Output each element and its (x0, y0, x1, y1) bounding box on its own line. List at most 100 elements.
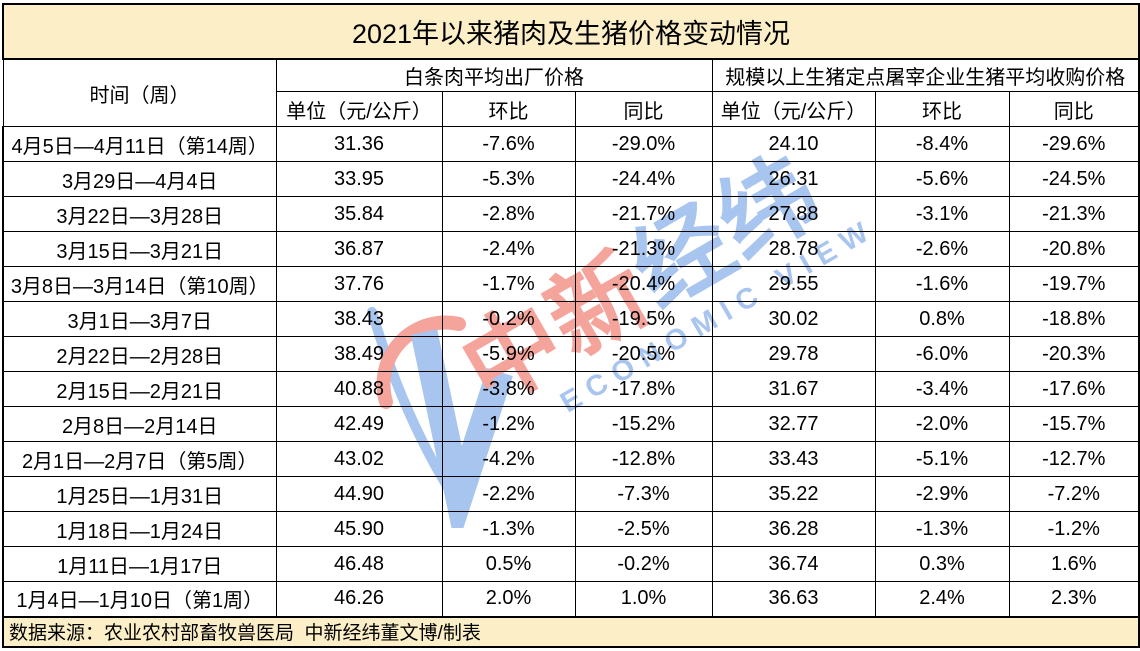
source-row: 数据来源：农业农村部畜牧兽医局 中新经纬董文博/制表 (1, 615, 1140, 648)
period-cell: 2月8日—2月14日 (2, 406, 277, 442)
value-cell: -1.3% (874, 511, 1010, 547)
value-cell: -6.0% (874, 336, 1010, 372)
value-cell: 2.4% (874, 581, 1010, 617)
value-cell: -20.3% (1008, 336, 1140, 372)
table-row: 3月8日—3月14日（第10周） 37.76 -1.7% -20.4% 29.55 -1.… (2, 266, 1140, 302)
page-title: 2021年以来猪肉及生猪价格变动情况 (1, 3, 1140, 60)
value-cell: -17.6% (1008, 371, 1140, 407)
value-cell: -12.8% (574, 441, 713, 477)
value-cell: -7.2% (1008, 476, 1140, 512)
value-cell: -24.5% (1008, 161, 1140, 197)
table-row: 3月1日—3月7日 38.43 -0.2% -19.5% 30.02 0.8% -18.8% (2, 301, 1140, 337)
period-cell: 1月18日—1月24日 (2, 511, 277, 547)
value-cell: -20.5% (574, 336, 713, 372)
value-cell: 26.31 (711, 161, 876, 197)
value-cell: -1.3% (441, 511, 576, 547)
value-cell: -19.7% (1008, 266, 1140, 302)
value-cell: -2.4% (441, 231, 576, 267)
value-cell: 36.63 (711, 581, 876, 617)
value-cell: 31.67 (711, 371, 876, 407)
value-cell: -1.2% (441, 406, 576, 442)
value-cell: 28.78 (711, 231, 876, 267)
value-cell: -5.9% (441, 336, 576, 372)
value-cell: -19.5% (574, 301, 713, 337)
value-cell: 40.88 (275, 371, 443, 407)
period-cell: 3月15日—3月21日 (2, 231, 277, 267)
value-cell: -1.2% (1008, 511, 1140, 547)
value-cell: -8.4% (874, 126, 1010, 162)
table-row: 3月22日—3月28日 35.84 -2.8% -21.7% 27.88 -3.1% -21… (2, 196, 1140, 232)
value-cell: 32.77 (711, 406, 876, 442)
value-cell: 29.78 (711, 336, 876, 372)
value-cell: 35.84 (275, 196, 443, 232)
period-cell: 3月22日—3月28日 (2, 196, 277, 232)
value-cell: -24.4% (574, 161, 713, 197)
period-cell: 1月25日—1月31日 (2, 476, 277, 512)
value-cell: 1.0% (574, 581, 713, 617)
value-cell: 0.5% (441, 546, 576, 582)
value-cell: -12.7% (1008, 441, 1140, 477)
value-cell: 43.02 (275, 441, 443, 477)
value-cell: -3.1% (874, 196, 1010, 232)
table-row: 2月8日—2月14日 42.49 -1.2% -15.2% 32.77 -2.0% -15.… (2, 406, 1140, 442)
header-unit-1: 单位（元/公斤） (275, 91, 443, 127)
value-cell: 1.6% (1008, 546, 1140, 582)
value-cell: 38.49 (275, 336, 443, 372)
value-cell: -2.0% (874, 406, 1010, 442)
value-cell: 27.88 (711, 196, 876, 232)
value-cell: 0.3% (874, 546, 1010, 582)
group-header-row: 时间（周） 白条肉平均出厂价格 规模以上生猪定点屠宰企业生猪平均收购价格 (2, 58, 1140, 127)
value-cell: -29.0% (574, 126, 713, 162)
value-cell: 2.3% (1008, 581, 1140, 617)
header-mom-2: 环比 (874, 91, 1010, 127)
value-cell: 36.74 (711, 546, 876, 582)
price-table: 2021年以来猪肉及生猪价格变动情况 时间（周） 白条肉平均出厂价格 规模以上生… (1, 3, 1140, 648)
title-row: 2021年以来猪肉及生猪价格变动情况 (1, 3, 1140, 60)
period-cell: 3月8日—3月14日（第10周） (2, 266, 277, 302)
value-cell: -21.3% (1008, 196, 1140, 232)
value-cell: -7.3% (574, 476, 713, 512)
table-row: 1月4日—1月10日（第1周） 46.26 2.0% 1.0% 36.63 2.4% 2.3… (2, 581, 1140, 617)
value-cell: 35.22 (711, 476, 876, 512)
value-cell: 46.48 (275, 546, 443, 582)
value-cell: 0.8% (874, 301, 1010, 337)
value-cell: 44.90 (275, 476, 443, 512)
value-cell: -5.1% (874, 441, 1010, 477)
value-cell: 24.10 (711, 126, 876, 162)
value-cell: -4.2% (441, 441, 576, 477)
value-cell: -15.2% (574, 406, 713, 442)
header-time-col: 时间（周） (2, 58, 277, 127)
value-cell: 2.0% (441, 581, 576, 617)
value-cell: -2.9% (874, 476, 1010, 512)
value-cell: 36.28 (711, 511, 876, 547)
value-cell: -18.8% (1008, 301, 1140, 337)
table-row: 2月15日—2月21日 40.88 -3.8% -17.8% 31.67 -3.4% -17… (2, 371, 1140, 407)
value-cell: 29.55 (711, 266, 876, 302)
value-cell: 33.95 (275, 161, 443, 197)
value-cell: -21.7% (574, 196, 713, 232)
table-row: 4月5日—4月11日（第14周） 31.36 -7.6% -29.0% 24.10 -8.… (2, 126, 1140, 162)
period-cell: 2月15日—2月21日 (2, 371, 277, 407)
value-cell: -20.4% (574, 266, 713, 302)
value-cell: -1.7% (441, 266, 576, 302)
sub-header-row: 单位（元/公斤） 环比 同比 单位（元/公斤） 环比 同比 (3, 91, 1140, 127)
header-mom-1: 环比 (441, 91, 576, 127)
table-row: 1月25日—1月31日 44.90 -2.2% -7.3% 35.22 -2.9% -7.2… (2, 476, 1140, 512)
header-group-hog: 规模以上生猪定点屠宰企业生猪平均收购价格 (711, 58, 1140, 92)
value-cell: -5.6% (874, 161, 1010, 197)
value-cell: 30.02 (711, 301, 876, 337)
period-cell: 4月5日—4月11日（第14周） (2, 126, 277, 162)
value-cell: 45.90 (275, 511, 443, 547)
value-cell: -2.2% (441, 476, 576, 512)
period-cell: 2月1日—2月7日（第5周） (2, 441, 277, 477)
period-cell: 3月1日—3月7日 (2, 301, 277, 337)
period-cell: 3月29日—4月4日 (2, 161, 277, 197)
value-cell: -7.6% (441, 126, 576, 162)
period-cell: 1月11日—1月17日 (2, 546, 277, 582)
period-cell: 1月4日—1月10日（第1周） (2, 581, 277, 617)
table-row: 3月15日—3月21日 36.87 -2.4% -21.3% 28.78 -2.6% -20… (2, 231, 1140, 267)
value-cell: 36.87 (275, 231, 443, 267)
header-unit-2: 单位（元/公斤） (711, 91, 876, 127)
value-cell: -3.8% (441, 371, 576, 407)
